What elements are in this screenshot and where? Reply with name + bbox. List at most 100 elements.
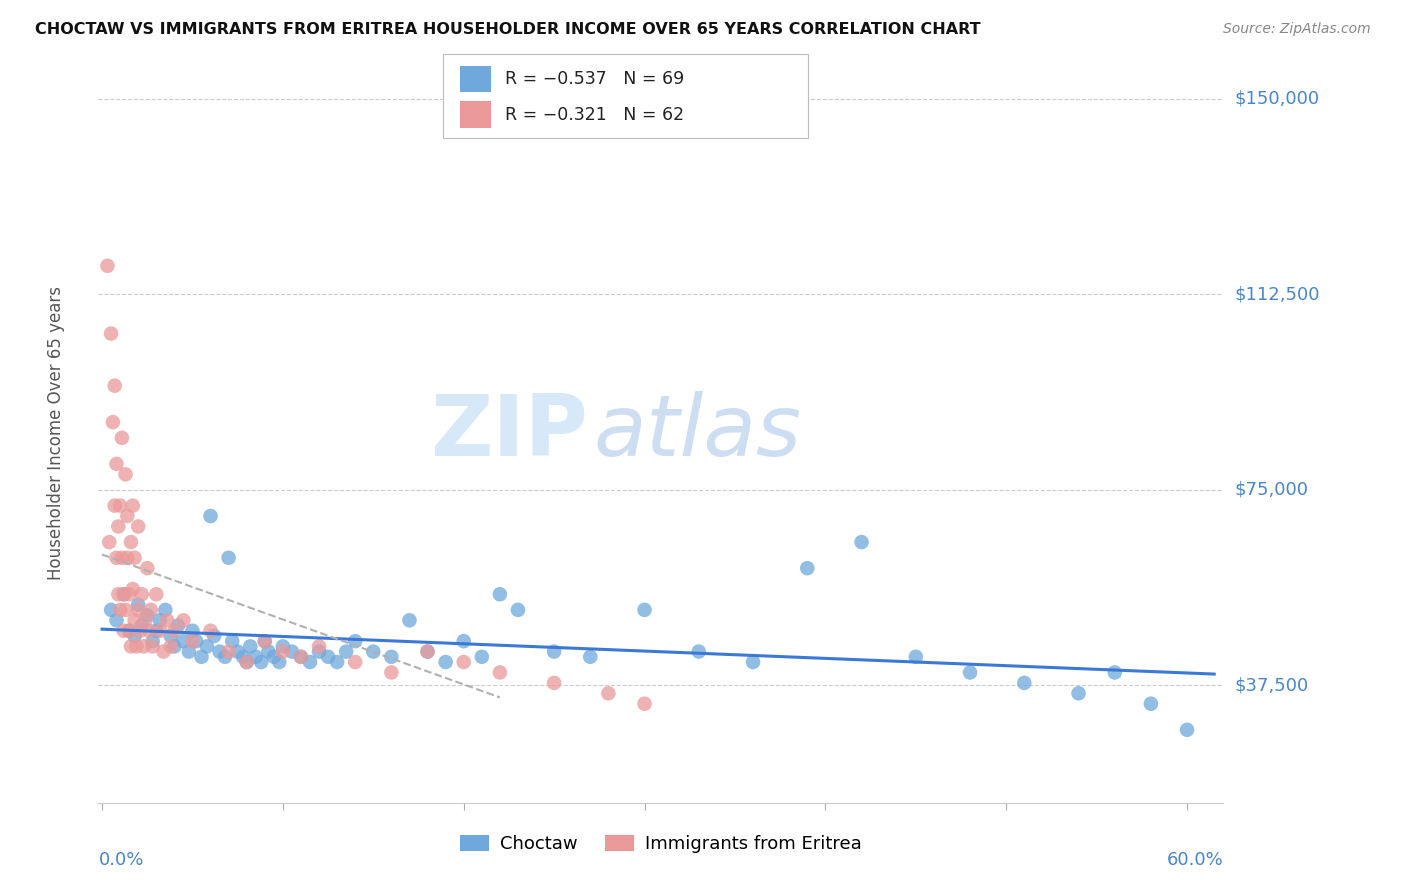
- Point: [111, 550, 134, 565]
- Point: [190, 649, 212, 664]
- Point: [904, 649, 927, 664]
- Text: CHOCTAW VS IMMIGRANTS FROM ERITREA HOUSEHOLDER INCOME OVER 65 YEARS CORRELATION : CHOCTAW VS IMMIGRANTS FROM ERITREA HOUSE…: [35, 22, 981, 37]
- Point: [105, 613, 128, 627]
- Point: [107, 519, 129, 533]
- Point: [239, 640, 262, 654]
- Point: [112, 587, 135, 601]
- Point: [298, 655, 321, 669]
- Point: [177, 644, 200, 658]
- Point: [118, 624, 141, 638]
- Point: [104, 499, 127, 513]
- Point: [121, 499, 143, 513]
- Point: [308, 640, 330, 654]
- Text: 0.0%: 0.0%: [98, 851, 143, 869]
- Point: [543, 676, 565, 690]
- Point: [136, 608, 159, 623]
- Point: [471, 649, 494, 664]
- Point: [149, 624, 172, 638]
- Text: ZIP: ZIP: [430, 391, 588, 475]
- Point: [245, 649, 267, 664]
- Point: [159, 629, 181, 643]
- Point: [633, 603, 655, 617]
- Point: [111, 431, 134, 445]
- Point: [851, 535, 873, 549]
- Point: [129, 624, 152, 638]
- Point: [100, 326, 122, 341]
- Point: [344, 655, 367, 669]
- Point: [105, 550, 128, 565]
- Point: [1067, 686, 1090, 700]
- Point: [108, 603, 131, 617]
- Point: [214, 649, 236, 664]
- Point: [1014, 676, 1036, 690]
- Point: [118, 624, 141, 638]
- Point: [218, 550, 240, 565]
- Point: [253, 634, 276, 648]
- Point: [344, 634, 367, 648]
- Point: [269, 655, 291, 669]
- Legend: Choctaw, Immigrants from Eritrea: Choctaw, Immigrants from Eritrea: [453, 828, 869, 861]
- Point: [112, 587, 135, 601]
- Point: [163, 640, 186, 654]
- Point: [290, 649, 312, 664]
- Point: [155, 603, 177, 617]
- Text: $112,500: $112,500: [1234, 285, 1320, 303]
- Text: $150,000: $150,000: [1234, 90, 1319, 108]
- Point: [172, 634, 194, 648]
- Point: [221, 634, 243, 648]
- Point: [127, 598, 149, 612]
- Point: [120, 535, 142, 549]
- Point: [127, 603, 149, 617]
- Text: R = −0.537   N = 69: R = −0.537 N = 69: [505, 70, 683, 88]
- Point: [114, 467, 136, 482]
- Point: [380, 649, 402, 664]
- Point: [107, 587, 129, 601]
- Point: [163, 624, 186, 638]
- Text: $37,500: $37,500: [1234, 676, 1309, 695]
- Point: [139, 603, 162, 617]
- Point: [127, 519, 149, 533]
- Point: [132, 640, 155, 654]
- Point: [453, 655, 475, 669]
- Point: [105, 457, 128, 471]
- Point: [742, 655, 765, 669]
- Text: Householder Income Over 65 years: Householder Income Over 65 years: [46, 285, 65, 580]
- Point: [181, 634, 204, 648]
- Point: [195, 640, 218, 654]
- Text: R = −0.321   N = 62: R = −0.321 N = 62: [505, 105, 683, 123]
- Text: 60.0%: 60.0%: [1167, 851, 1223, 869]
- Point: [142, 640, 165, 654]
- Point: [489, 665, 512, 680]
- Point: [235, 655, 257, 669]
- Point: [253, 634, 276, 648]
- Point: [579, 649, 602, 664]
- Point: [117, 509, 139, 524]
- Point: [361, 644, 384, 658]
- Point: [167, 618, 190, 632]
- Point: [136, 561, 159, 575]
- Point: [232, 649, 254, 664]
- Point: [633, 697, 655, 711]
- Point: [1104, 665, 1126, 680]
- Point: [124, 613, 146, 627]
- Point: [184, 634, 207, 648]
- Point: [316, 649, 339, 664]
- Point: [290, 649, 312, 664]
- Point: [335, 644, 357, 658]
- Point: [100, 603, 122, 617]
- Point: [101, 415, 124, 429]
- Point: [271, 644, 294, 658]
- Point: [104, 378, 127, 392]
- Point: [308, 644, 330, 658]
- Point: [149, 613, 172, 627]
- Point: [326, 655, 349, 669]
- Point: [118, 587, 141, 601]
- Point: [134, 613, 156, 627]
- Point: [489, 587, 512, 601]
- Point: [96, 259, 118, 273]
- Point: [124, 550, 146, 565]
- Point: [181, 624, 204, 638]
- Point: [688, 644, 710, 658]
- Point: [202, 629, 225, 643]
- Point: [172, 613, 194, 627]
